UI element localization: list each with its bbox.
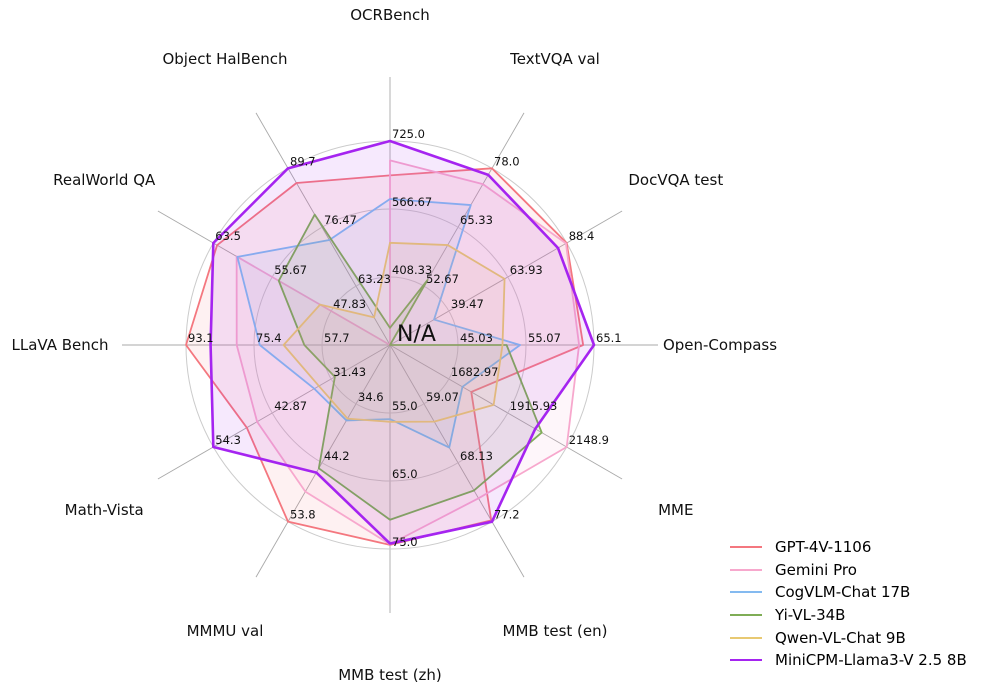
legend-item-gpt-4v-1106: GPT-4V-1106 — [730, 536, 967, 559]
axis-title-object-halbench: Object HalBench — [162, 50, 287, 68]
tick-label-object-halbench-1: 76.47 — [324, 213, 357, 227]
axis-spoke-docvqa-test — [389, 210, 623, 346]
tick-label-mmb-test-en-2: 77.2 — [494, 508, 520, 522]
tick-label-mme-0: 1682.97 — [451, 365, 499, 379]
legend-label: GPT-4V-1106 — [775, 538, 872, 557]
legend-swatch-yi-vl-34b — [730, 614, 762, 617]
tick-label-open-compass-0: 45.03 — [460, 331, 493, 345]
tick-label-math-vista-2: 54.3 — [215, 433, 241, 447]
chart-legend: GPT-4V-1106 Gemini Pro CogVLM-Chat 17B Yi-V… — [730, 536, 967, 672]
axis-title-mmmu-val: MMMU val — [187, 622, 264, 640]
axis-title-mmb-test-en: MMB test (en) — [503, 622, 608, 640]
axis-title-math-vista: Math-Vista — [65, 501, 144, 519]
tick-label-mme-2: 2148.9 — [569, 433, 609, 447]
tick-label-object-halbench-0: 63.23 — [358, 272, 391, 286]
tick-label-mmmu-val-1: 44.2 — [324, 449, 350, 463]
tick-label-llava-bench-2: 93.1 — [188, 331, 214, 345]
tick-label-open-compass-1: 55.07 — [528, 331, 561, 345]
tick-label-mmb-test-en-1: 68.13 — [460, 449, 493, 463]
legend-label: Gemini Pro — [775, 560, 857, 579]
axis-title-llava-bench: LLaVA Bench — [11, 336, 108, 354]
series-polygon-qwen-vl-chat-9b — [282, 241, 506, 423]
legend-item-minicpm-llama3-v-2-5-8b: MiniCPM-Llama3-V 2.5 8B — [730, 649, 967, 672]
axis-spoke-math-vista — [157, 344, 391, 480]
tick-label-ocrbench-0: 408.33 — [392, 263, 432, 277]
tick-label-textvqa-val-2: 78.0 — [494, 154, 520, 168]
legend-swatch-gemini-pro — [730, 568, 762, 571]
tick-label-docvqa-test-0: 39.47 — [451, 297, 484, 311]
tick-label-open-compass-2: 65.1 — [596, 331, 622, 345]
legend-label: Qwen-VL-Chat 9B — [775, 628, 906, 647]
tick-label-ocrbench-1: 566.67 — [392, 195, 432, 209]
legend-label: MiniCPM-Llama3-V 2.5 8B — [775, 651, 967, 670]
tick-label-mmb-test-zh-2: 75.0 — [392, 535, 418, 549]
axis-title-docvqa-test: DocVQA test — [628, 171, 723, 189]
legend-label: Yi-VL-34B — [775, 606, 846, 625]
tick-label-textvqa-val-1: 65.33 — [460, 213, 493, 227]
legend-swatch-cogvlm-chat-17b — [730, 591, 762, 594]
axis-spoke-mme — [389, 344, 623, 480]
legend-item-gemini-pro: Gemini Pro — [730, 559, 967, 582]
legend-swatch-gpt-4v-1106 — [730, 546, 762, 549]
tick-label-docvqa-test-2: 88.4 — [569, 229, 595, 243]
tick-label-mmb-test-zh-0: 55.0 — [392, 399, 418, 413]
tick-label-mme-1: 1915.93 — [510, 399, 558, 413]
axis-title-ocrbench: OCRBench — [350, 6, 429, 24]
axis-spoke-mmb-test-en — [389, 344, 525, 578]
tick-label-math-vista-1: 42.87 — [274, 399, 307, 413]
axis-title-realworld-qa: RealWorld QA — [53, 171, 156, 189]
tick-label-realworld-qa-1: 55.67 — [274, 263, 307, 277]
tick-label-llava-bench-1: 75.4 — [256, 331, 282, 345]
series-polygon-minicpm-llama3-v-2-5-8b — [209, 139, 596, 545]
legend-swatch-minicpm-llama3-v-2-5-8b — [730, 659, 762, 662]
axis-title-mme: MME — [658, 501, 693, 519]
tick-label-llava-bench-0: 57.7 — [324, 331, 350, 345]
tick-label-textvqa-val-0: 52.67 — [426, 272, 459, 286]
legend-item-qwen-vl-chat-9b: Qwen-VL-Chat 9B — [730, 626, 967, 649]
legend-item-yi-vl-34b: Yi-VL-34B — [730, 604, 967, 627]
tick-label-object-halbench-2: 89.7 — [290, 154, 316, 168]
axis-spoke-mmmu-val — [255, 344, 391, 578]
legend-item-cogvlm-chat-17b: CogVLM-Chat 17B — [730, 581, 967, 604]
tick-label-ocrbench-2: 725.0 — [392, 127, 425, 141]
legend-label: CogVLM-Chat 17B — [775, 583, 911, 602]
series-polygon-yi-vl-34b — [277, 213, 543, 521]
tick-label-mmb-test-en-0: 59.07 — [426, 390, 459, 404]
axis-title-textvqa-val: TextVQA val — [509, 50, 600, 68]
series-polygon-cogvlm-chat-17b — [236, 198, 522, 449]
tick-label-mmb-test-zh-1: 65.0 — [392, 467, 418, 481]
axis-title-open-compass: Open-Compass — [663, 336, 777, 354]
axis-title-mmb-test-zh: MMB test (zh) — [338, 666, 442, 684]
tick-label-realworld-qa-0: 47.83 — [333, 297, 366, 311]
tick-label-mmmu-val-2: 53.8 — [290, 508, 316, 522]
tick-label-realworld-qa-2: 63.5 — [215, 229, 241, 243]
tick-label-mmmu-val-0: 34.6 — [358, 390, 384, 404]
axis-spoke-object-halbench — [255, 112, 391, 346]
legend-swatch-qwen-vl-chat-9b — [730, 636, 762, 639]
tick-label-math-vista-0: 31.43 — [333, 365, 366, 379]
tick-label-docvqa-test-1: 63.93 — [510, 263, 543, 277]
center-na-label: N/A — [397, 322, 436, 347]
